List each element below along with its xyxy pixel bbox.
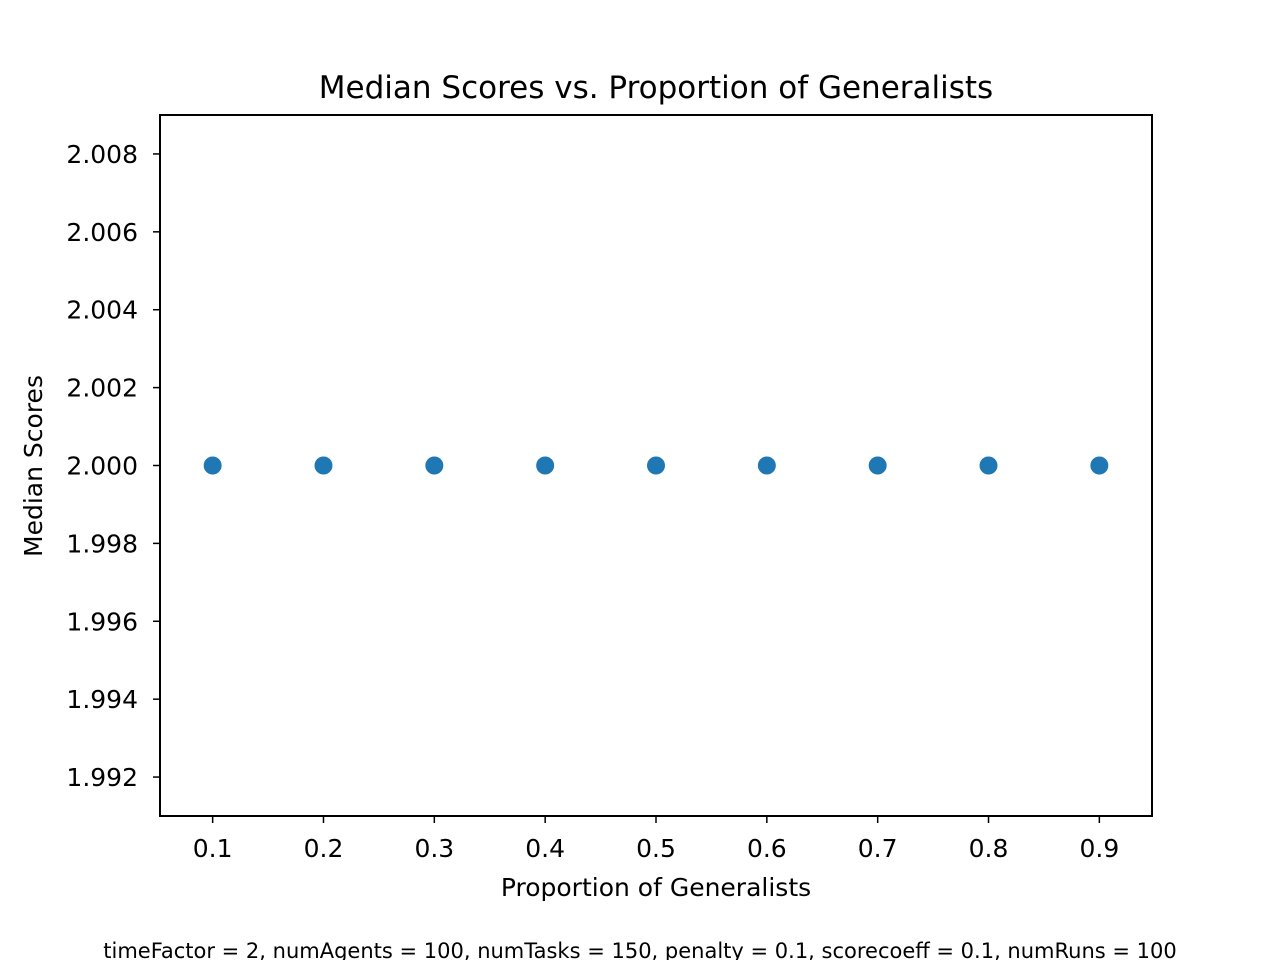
data-point [1090, 456, 1109, 475]
y-tick-label: 2.002 [66, 374, 138, 403]
y-tick-label: 1.992 [66, 763, 138, 792]
y-tick-label: 1.994 [66, 685, 138, 714]
data-point [425, 456, 444, 475]
data-point [868, 456, 887, 475]
y-axis-ticks: 1.992 1.994 1.996 1.998 2.000 2.002 2.004 2.006… [66, 140, 160, 792]
y-axis-label: Median Scores [19, 375, 48, 557]
x-tick-label: 0.2 [304, 834, 344, 863]
x-tick-label: 0.5 [636, 834, 676, 863]
data-point [203, 456, 222, 475]
y-tick-label: 2.008 [66, 140, 138, 169]
x-tick-label: 0.3 [414, 834, 454, 863]
y-tick-label: 2.004 [66, 296, 138, 325]
y-tick-label: 2.000 [66, 452, 138, 481]
y-tick-label: 2.006 [66, 218, 138, 247]
plot-area-frame [159, 114, 1153, 817]
y-tick-label: 1.996 [66, 607, 138, 636]
x-axis-ticks: 0.1 0.2 0.3 0.4 0.5 0.6 0.7 0.8 0.9 [193, 816, 1119, 863]
data-point [536, 456, 555, 475]
data-point [647, 456, 665, 475]
x-tick-label: 0.9 [1079, 834, 1119, 863]
x-tick-label: 0.8 [969, 834, 1009, 863]
x-tick-label: 0.6 [747, 834, 787, 863]
data-points [203, 456, 1109, 475]
chart-title: Median Scores vs. Proportion of Generali… [319, 70, 993, 106]
x-tick-label: 0.4 [525, 834, 565, 863]
data-point [314, 456, 333, 475]
data-point [979, 456, 998, 475]
x-tick-label: 0.1 [193, 834, 233, 863]
y-tick-label: 1.998 [66, 529, 138, 558]
parameters-footer: timeFactor = 2, numAgents = 100, numTask… [103, 939, 1177, 960]
x-axis-label: Proportion of Generalists [501, 873, 811, 902]
x-tick-label: 0.7 [858, 834, 898, 863]
data-point [757, 456, 776, 475]
